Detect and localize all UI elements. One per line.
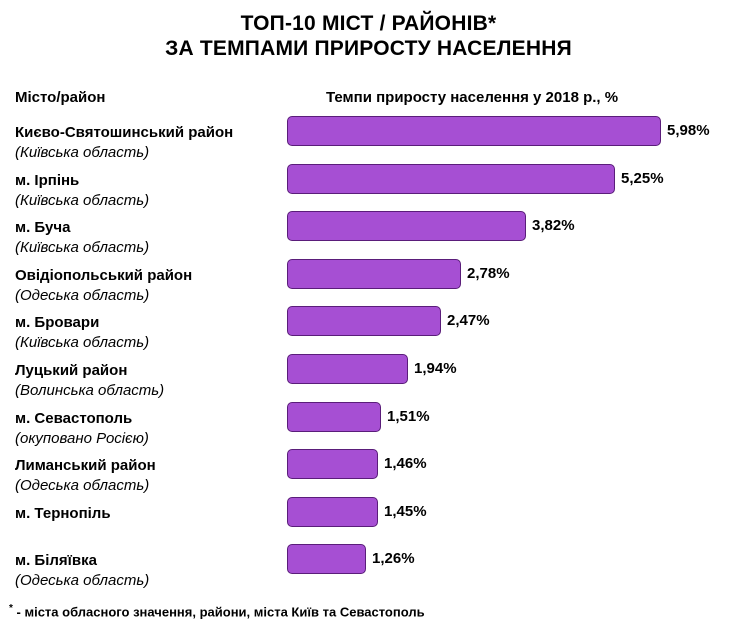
category-region-label: (Київська область) (15, 239, 150, 257)
bar-row: м. Біляївка (Одеська область) 1,26% (0, 544, 737, 596)
bar-row: м. Тернопіль 1,45% (0, 496, 737, 549)
data-label: 1,45% (384, 502, 427, 520)
category-column-header: Місто/район (15, 89, 106, 106)
category-region-label: (Київська область) (15, 191, 150, 209)
bar (287, 449, 378, 480)
data-label: 2,47% (447, 312, 490, 330)
category-label: м. Ірпінь (15, 171, 80, 189)
bar-row: Лиманський район (Одеська область) 1,46% (0, 449, 737, 501)
footnote: * - міста обласного значення, райони, мі… (9, 603, 425, 619)
data-label: 1,46% (384, 455, 427, 473)
category-label: м. Біляївка (15, 552, 97, 570)
data-label: 3,82% (532, 217, 575, 235)
footnote-text: - міста обласного значення, райони, міст… (12, 604, 425, 620)
data-label: 2,78% (467, 264, 510, 282)
category-label: м. Севастополь (15, 409, 133, 427)
data-label: 5,25% (621, 169, 664, 187)
bar-row: Луцький район (Волинська область) 1,94% (0, 354, 737, 406)
category-region-label: (окуповано Росією) (15, 429, 149, 447)
bar (287, 258, 461, 289)
category-region-label: (Одеська область) (15, 286, 150, 304)
bar (287, 401, 381, 432)
bar (287, 496, 378, 527)
category-region-label: (Київська область) (15, 334, 150, 352)
chart-title: ТОП-10 МІСТ / РАЙОНІВ* ЗА ТЕМПАМИ ПРИРОС… (0, 11, 737, 61)
data-label: 5,98% (667, 122, 710, 139)
category-region-label: (Київська область) (15, 144, 150, 161)
bar-row: м. Севастополь (окуповано Росією) 1,51% (0, 401, 737, 454)
value-column-header: Темпи приросту населення у 2018 р., % (326, 89, 619, 106)
bar-row: м. Ірпінь (Київська область) 5,25% (0, 163, 737, 216)
category-label: Лиманський район (15, 457, 156, 475)
category-label: м. Бровари (15, 314, 100, 332)
category-label: Овідіопольський район (15, 266, 193, 284)
category-region-label: (Волинська область) (15, 382, 165, 399)
bar-row: Овідіопольський район (Одеська область) 2,… (0, 258, 737, 311)
data-label: 1,51% (387, 407, 430, 425)
footnote-mark: * (9, 603, 13, 614)
bar-row: Києво-Святошинський район (Київська облас… (0, 116, 737, 168)
category-label: Луцький район (15, 362, 128, 379)
bar (287, 211, 526, 242)
data-label: 1,94% (414, 360, 457, 377)
chart-title-line-1: ТОП-10 МІСТ / РАЙОНІВ* (240, 12, 497, 35)
category-label: м. Тернопіль (15, 504, 111, 522)
data-label: 1,26% (372, 550, 415, 568)
bar (287, 354, 408, 384)
bar (287, 116, 661, 146)
bar (287, 163, 615, 194)
category-region-label: (Одеська область) (15, 477, 150, 495)
bar-row: м. Буча (Київська область) 3,82% (0, 211, 737, 263)
category-label: м. Буча (15, 219, 71, 237)
bar (287, 544, 366, 575)
bar-row: м. Бровари (Київська область) 2,47% (0, 306, 737, 358)
category-region-label: (Одеська область) (15, 572, 150, 590)
chart-title-line-2: ЗА ТЕМПАМИ ПРИРОСТУ НАСЕЛЕННЯ (165, 37, 572, 60)
bar (287, 306, 441, 337)
category-label: Києво-Святошинський район (15, 124, 234, 141)
